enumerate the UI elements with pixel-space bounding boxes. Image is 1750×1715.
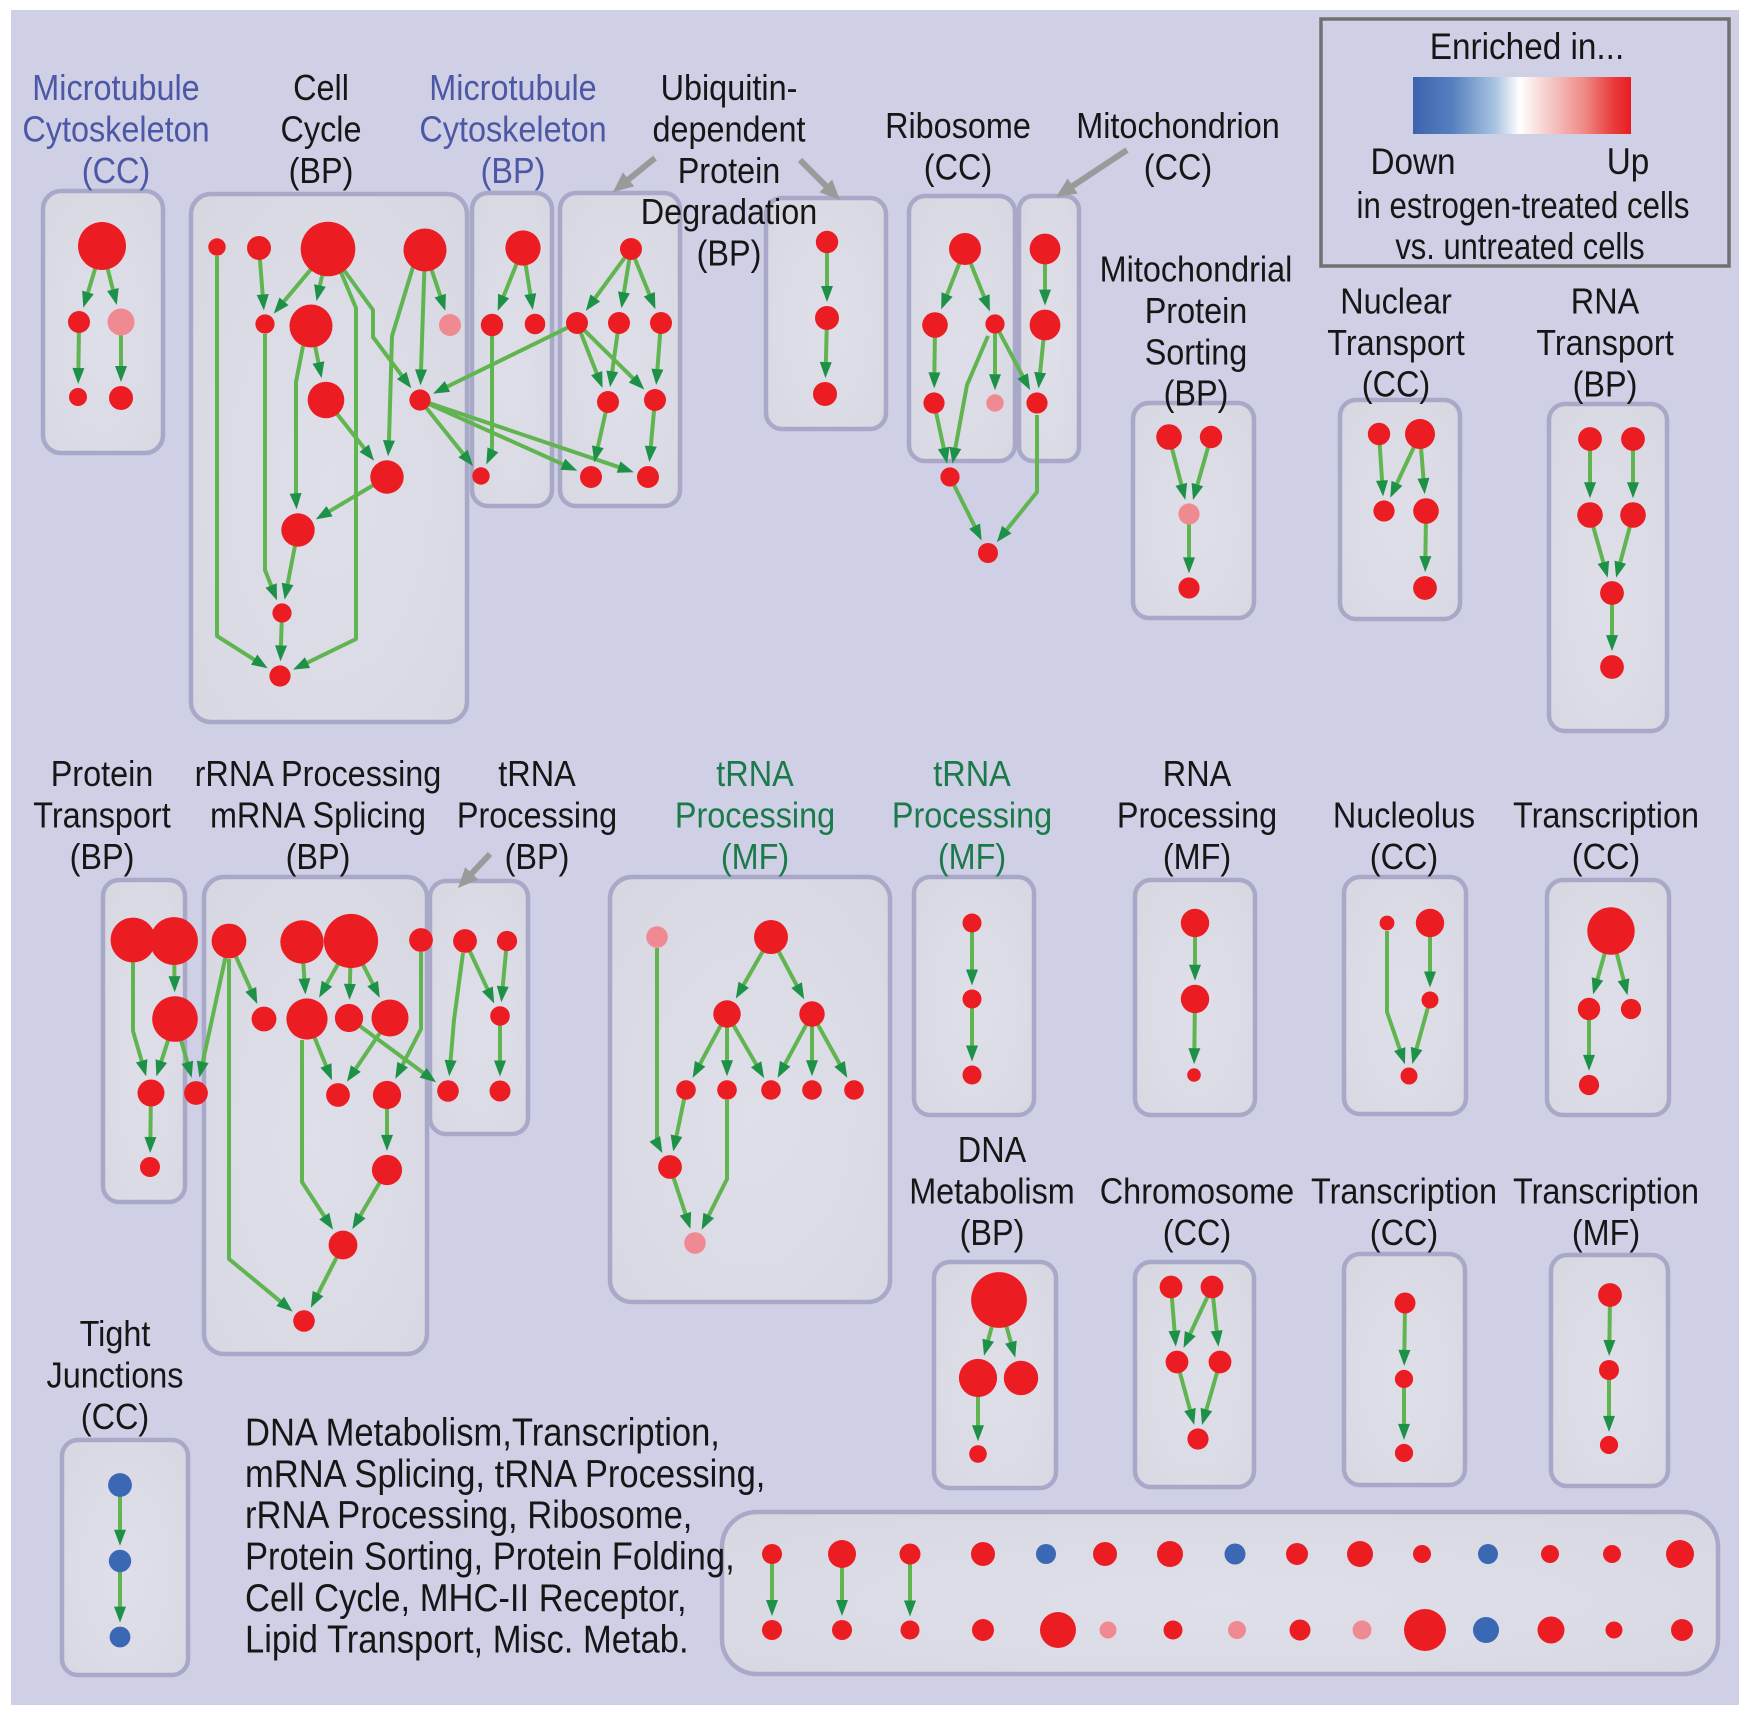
- svg-text:Enriched in...: Enriched in...: [1430, 26, 1624, 67]
- svg-text:Microtubule: Microtubule: [32, 67, 199, 108]
- svg-text:Ubiquitin-: Ubiquitin-: [661, 67, 798, 108]
- svg-text:Transport: Transport: [33, 794, 170, 835]
- svg-text:Mitochondrial: Mitochondrial: [1100, 249, 1293, 290]
- svg-text:in estrogen-treated cells: in estrogen-treated cells: [1357, 185, 1690, 226]
- svg-text:(CC): (CC): [1163, 1212, 1231, 1253]
- svg-text:(MF): (MF): [938, 836, 1006, 877]
- svg-text:mRNA Splicing: mRNA Splicing: [210, 794, 426, 835]
- svg-text:Protein: Protein: [678, 150, 781, 191]
- svg-text:RNA: RNA: [1571, 281, 1639, 322]
- svg-text:Down: Down: [1370, 141, 1455, 182]
- svg-text:(CC): (CC): [924, 146, 992, 187]
- svg-text:(BP): (BP): [70, 836, 135, 877]
- svg-text:(BP): (BP): [1573, 363, 1638, 404]
- svg-text:Transport: Transport: [1327, 322, 1464, 363]
- svg-text:Tight: Tight: [80, 1313, 151, 1354]
- svg-text:Protein: Protein: [1145, 290, 1248, 331]
- svg-text:Processing: Processing: [892, 794, 1052, 835]
- svg-text:(CC): (CC): [1144, 146, 1212, 187]
- svg-text:Cycle: Cycle: [281, 108, 362, 149]
- svg-text:Junctions: Junctions: [47, 1354, 184, 1395]
- svg-text:Transport: Transport: [1536, 322, 1673, 363]
- svg-text:(BP): (BP): [481, 150, 546, 191]
- svg-text:vs. untreated cells: vs. untreated cells: [1395, 226, 1644, 267]
- svg-text:(CC): (CC): [82, 150, 150, 191]
- svg-text:Cell: Cell: [293, 67, 349, 108]
- svg-text:Ribosome: Ribosome: [885, 105, 1031, 146]
- svg-text:Metabolism: Metabolism: [909, 1170, 1075, 1211]
- svg-text:Processing: Processing: [675, 794, 835, 835]
- svg-text:rRNA Processing: rRNA Processing: [195, 753, 442, 794]
- svg-text:Transcription: Transcription: [1311, 1171, 1497, 1212]
- svg-text:DNA: DNA: [958, 1129, 1026, 1170]
- svg-text:Mitochondrion: Mitochondrion: [1076, 105, 1280, 146]
- svg-text:(CC): (CC): [1370, 836, 1438, 877]
- svg-text:Transcription: Transcription: [1513, 795, 1699, 836]
- svg-text:(MF): (MF): [1163, 836, 1231, 877]
- svg-text:tRNA: tRNA: [933, 753, 1010, 794]
- svg-text:mRNA Splicing, tRNA Processing: mRNA Splicing, tRNA Processing,: [245, 1453, 765, 1496]
- svg-text:(MF): (MF): [721, 836, 789, 877]
- svg-text:(MF): (MF): [1572, 1212, 1640, 1253]
- svg-text:Protein Sorting, Protein Foldi: Protein Sorting, Protein Folding,: [245, 1536, 735, 1579]
- svg-text:(BP): (BP): [286, 836, 351, 877]
- svg-text:(BP): (BP): [505, 836, 570, 877]
- svg-text:(CC): (CC): [1362, 363, 1430, 404]
- svg-text:Processing: Processing: [457, 794, 617, 835]
- svg-text:Nucleolus: Nucleolus: [1333, 795, 1475, 836]
- svg-text:Lipid Transport, Misc. Metab.: Lipid Transport, Misc. Metab.: [245, 1618, 689, 1661]
- svg-text:Microtubule: Microtubule: [429, 67, 596, 108]
- svg-text:Transcription: Transcription: [1513, 1171, 1699, 1212]
- svg-text:Processing: Processing: [1117, 794, 1277, 835]
- svg-text:(BP): (BP): [1164, 373, 1229, 414]
- svg-text:(BP): (BP): [960, 1212, 1025, 1253]
- svg-text:(BP): (BP): [289, 150, 354, 191]
- svg-text:(CC): (CC): [1572, 836, 1640, 877]
- svg-text:rRNA Processing, Ribosome,: rRNA Processing, Ribosome,: [245, 1494, 692, 1537]
- svg-text:Nuclear: Nuclear: [1340, 281, 1452, 322]
- svg-text:dependent: dependent: [652, 108, 805, 149]
- svg-text:(CC): (CC): [81, 1396, 149, 1437]
- svg-text:DNA Metabolism,Transcription,: DNA Metabolism,Transcription,: [245, 1411, 720, 1454]
- svg-text:tRNA: tRNA: [498, 753, 575, 794]
- svg-text:Degradation: Degradation: [641, 191, 818, 232]
- svg-text:(BP): (BP): [697, 233, 762, 274]
- svg-text:tRNA: tRNA: [716, 753, 793, 794]
- svg-text:Cell Cycle, MHC-II Receptor,: Cell Cycle, MHC-II Receptor,: [245, 1577, 687, 1620]
- svg-text:Cytoskeleton: Cytoskeleton: [419, 108, 606, 149]
- svg-text:Chromosome: Chromosome: [1100, 1171, 1294, 1212]
- svg-text:RNA: RNA: [1163, 753, 1231, 794]
- svg-text:Up: Up: [1607, 141, 1650, 182]
- svg-text:Cytoskeleton: Cytoskeleton: [22, 108, 209, 149]
- svg-text:Sorting: Sorting: [1145, 331, 1248, 372]
- svg-text:Protein: Protein: [51, 753, 154, 794]
- svg-text:(CC): (CC): [1370, 1212, 1438, 1253]
